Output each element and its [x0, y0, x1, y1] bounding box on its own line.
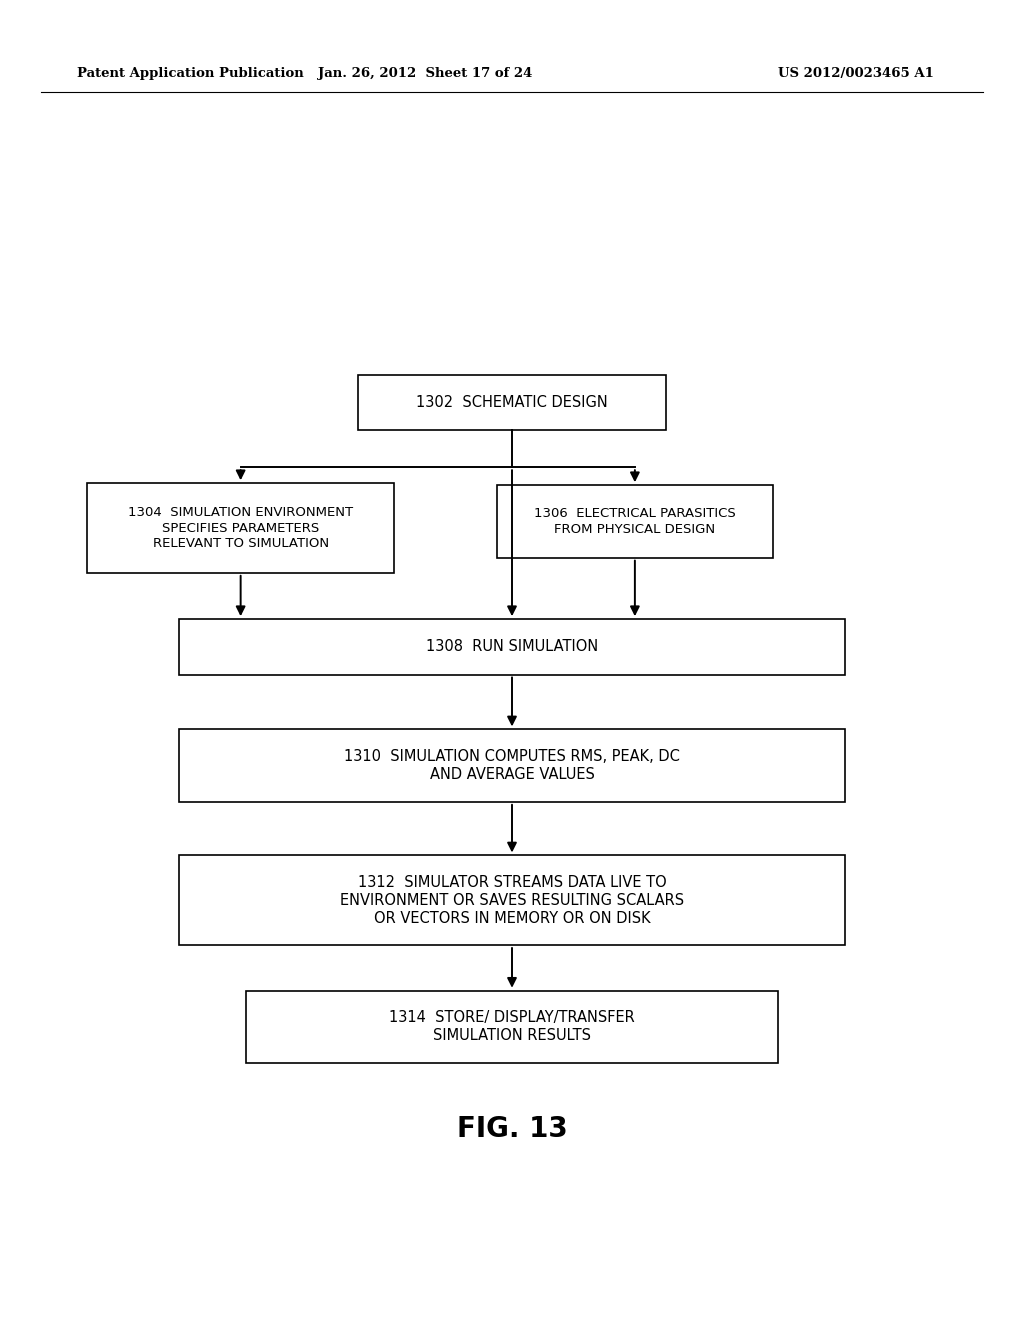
Bar [246, 990, 778, 1064]
Text: 1308  RUN SIMULATION: 1308 RUN SIMULATION [426, 639, 598, 655]
Text: 1310  SIMULATION COMPUTES RMS, PEAK, DC
AND AVERAGE VALUES: 1310 SIMULATION COMPUTES RMS, PEAK, DC A… [344, 750, 680, 781]
Bar [179, 855, 845, 945]
Text: 1312  SIMULATOR STREAMS DATA LIVE TO
ENVIRONMENT OR SAVES RESULTING SCALARS
OR V: 1312 SIMULATOR STREAMS DATA LIVE TO ENVI… [340, 875, 684, 925]
Bar [179, 619, 845, 675]
Bar [87, 483, 394, 573]
Text: 1314  STORE/ DISPLAY/TRANSFER
SIMULATION RESULTS: 1314 STORE/ DISPLAY/TRANSFER SIMULATION … [389, 1011, 635, 1043]
Bar [497, 484, 773, 557]
Text: 1306  ELECTRICAL PARASITICS
FROM PHYSICAL DESIGN: 1306 ELECTRICAL PARASITICS FROM PHYSICAL… [534, 507, 736, 536]
Text: US 2012/0023465 A1: US 2012/0023465 A1 [778, 67, 934, 81]
Text: Jan. 26, 2012  Sheet 17 of 24: Jan. 26, 2012 Sheet 17 of 24 [317, 67, 532, 81]
Text: 1302  SCHEMATIC DESIGN: 1302 SCHEMATIC DESIGN [416, 395, 608, 411]
Text: Patent Application Publication: Patent Application Publication [77, 67, 303, 81]
Bar [179, 729, 845, 803]
Bar [358, 375, 666, 430]
Text: 1304  SIMULATION ENVIRONMENT
SPECIFIES PARAMETERS
RELEVANT TO SIMULATION: 1304 SIMULATION ENVIRONMENT SPECIFIES PA… [128, 506, 353, 550]
Text: FIG. 13: FIG. 13 [457, 1114, 567, 1143]
